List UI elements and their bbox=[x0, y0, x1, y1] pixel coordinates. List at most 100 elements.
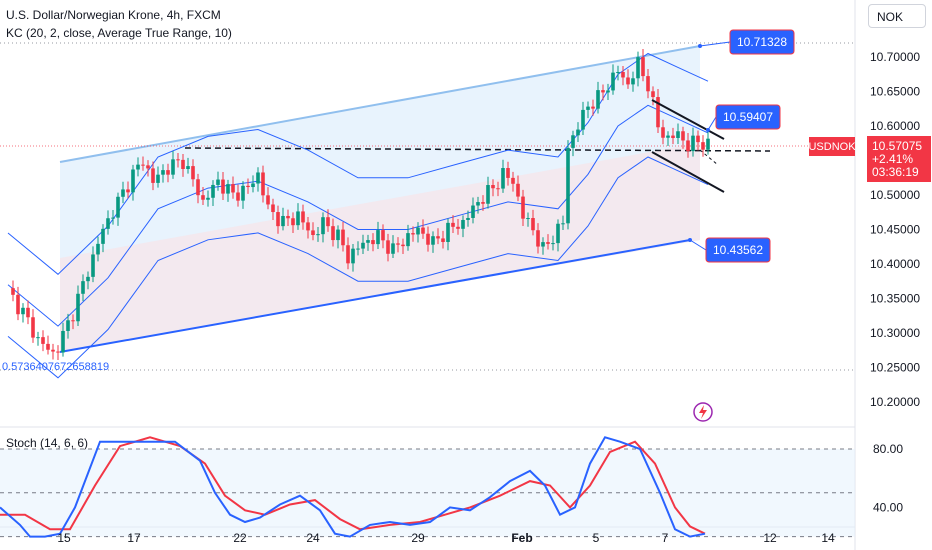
candle-body bbox=[81, 281, 85, 294]
flag-projection-line bbox=[699, 149, 719, 166]
candle-body bbox=[676, 131, 680, 138]
stoch-k-line bbox=[0, 436, 706, 538]
candle-body bbox=[326, 217, 330, 227]
candle-body bbox=[146, 165, 150, 169]
candle-body bbox=[351, 248, 355, 264]
time-tick: 17 bbox=[127, 531, 141, 545]
stoch-title[interactable]: Stoch (14, 6, 6) bbox=[6, 436, 89, 450]
candle-body bbox=[506, 168, 510, 178]
price-tick: 10.45000 bbox=[870, 223, 920, 237]
candle-body bbox=[346, 245, 350, 264]
upper-channel-leader bbox=[699, 41, 731, 47]
candle-body bbox=[581, 109, 585, 130]
candle-body bbox=[441, 238, 445, 242]
candle-body bbox=[486, 185, 490, 204]
candle-body bbox=[471, 205, 475, 218]
candle-body bbox=[266, 195, 270, 205]
channel-lower-line bbox=[59, 239, 691, 353]
candle-body bbox=[171, 159, 175, 175]
candle-body bbox=[396, 243, 400, 245]
candle-body bbox=[76, 293, 80, 322]
candle-body bbox=[616, 71, 620, 73]
candle-body bbox=[286, 215, 290, 219]
symbol-badge-label: USDNOK bbox=[808, 141, 856, 153]
price-tick: 10.25000 bbox=[870, 361, 920, 375]
candle-body bbox=[46, 343, 50, 350]
candle-body bbox=[381, 230, 385, 241]
symbol-title[interactable]: U.S. Dollar/Norwegian Krone, 4h, FXCM bbox=[6, 8, 221, 22]
candle-body bbox=[521, 196, 525, 219]
candle-body bbox=[306, 222, 310, 231]
candle-body bbox=[11, 288, 15, 295]
price-tick: 10.70000 bbox=[870, 50, 920, 64]
time-tick: 24 bbox=[306, 531, 320, 545]
chart-legend: U.S. Dollar/Norwegian Krone, 4h, FXCM KC… bbox=[6, 6, 232, 42]
candle-body bbox=[686, 140, 690, 152]
candle-body bbox=[661, 127, 665, 138]
countdown: 03:36:19 bbox=[872, 165, 919, 179]
price-tick: 10.20000 bbox=[870, 395, 920, 409]
candles bbox=[11, 48, 710, 361]
candle-body bbox=[401, 244, 405, 247]
candle-body bbox=[531, 218, 535, 231]
candle-body bbox=[26, 307, 30, 318]
candle-body bbox=[191, 166, 195, 180]
flag-top-line bbox=[651, 99, 725, 140]
candle-body bbox=[356, 248, 360, 250]
candle-body bbox=[166, 170, 170, 175]
candle-body bbox=[61, 330, 65, 353]
candle-body bbox=[121, 189, 125, 197]
candle-body bbox=[116, 196, 120, 218]
candle-body bbox=[66, 320, 70, 331]
candle-body bbox=[546, 242, 550, 244]
candle-body bbox=[316, 234, 320, 236]
candle-body bbox=[621, 71, 625, 78]
candle-body bbox=[611, 72, 615, 91]
candle-body bbox=[566, 147, 570, 224]
candle-body bbox=[226, 184, 230, 194]
stoch-d-line bbox=[0, 436, 706, 535]
price-badge bbox=[867, 136, 931, 182]
candle-body bbox=[321, 217, 325, 235]
candle-body bbox=[536, 230, 540, 247]
candle-body bbox=[596, 90, 600, 109]
candle-body bbox=[301, 211, 305, 223]
time-tick: 22 bbox=[233, 531, 247, 545]
candle-body bbox=[141, 164, 145, 166]
candle-body bbox=[586, 106, 590, 110]
candle-body bbox=[496, 188, 500, 190]
time-tick: 29 bbox=[411, 531, 425, 545]
time-tick: Feb bbox=[511, 531, 532, 545]
candle-body bbox=[406, 233, 410, 247]
flag-bottom-line bbox=[651, 151, 725, 193]
candle-body bbox=[246, 185, 250, 188]
candle-body bbox=[236, 192, 240, 201]
candle-body bbox=[126, 189, 130, 193]
candle-body bbox=[231, 184, 235, 193]
candle-body bbox=[291, 218, 295, 226]
candle-body bbox=[341, 229, 345, 246]
candle-body bbox=[31, 317, 35, 338]
channel-upper-line bbox=[59, 45, 701, 163]
candle-body bbox=[241, 185, 245, 201]
candle-body bbox=[411, 233, 415, 235]
candle-body bbox=[36, 337, 40, 339]
price-tick: 10.35000 bbox=[870, 292, 920, 306]
candle-body bbox=[56, 351, 60, 353]
indicator-title[interactable]: KC (20, 2, close, Average True Range, 10… bbox=[6, 26, 232, 40]
candle-body bbox=[656, 97, 660, 128]
candle-body bbox=[576, 129, 580, 136]
candle-body bbox=[376, 230, 380, 245]
lower-channel-dot bbox=[688, 238, 692, 242]
candle-body bbox=[561, 223, 565, 225]
candle-body bbox=[371, 240, 375, 245]
currency-selector[interactable]: NOK bbox=[868, 4, 926, 28]
candle-body bbox=[636, 57, 640, 79]
upper-channel-badge bbox=[729, 29, 795, 55]
candle-body bbox=[501, 168, 505, 189]
candle-body bbox=[701, 142, 705, 150]
candle-body bbox=[571, 135, 575, 148]
candle-body bbox=[101, 228, 105, 244]
candle-body bbox=[271, 204, 275, 213]
